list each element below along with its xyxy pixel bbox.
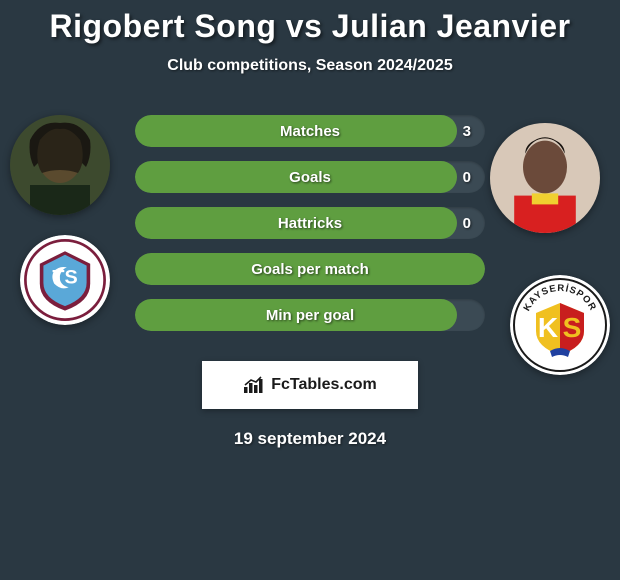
stat-value: 0 <box>463 215 471 232</box>
badge-text: FcTables.com <box>271 376 377 394</box>
page-title: Rigobert Song vs Julian Jeanvier <box>0 8 620 45</box>
date-text: 19 september 2024 <box>0 429 620 449</box>
svg-text:S: S <box>563 312 582 343</box>
svg-text:TS: TS <box>52 267 77 289</box>
club-right-logo: KAYSERİSPOR K S <box>510 275 610 375</box>
main-content: TS KAYSERİSPOR K S Matches 3 <box>0 115 620 449</box>
stat-value: 0 <box>463 169 471 186</box>
player-left-avatar <box>10 115 110 215</box>
stat-label: Goals <box>135 169 485 186</box>
player-right-avatar <box>490 123 600 233</box>
subtitle: Club competitions, Season 2024/2025 <box>0 57 620 75</box>
stat-label: Matches <box>135 123 485 140</box>
stats-list: Matches 3 Goals 0 Hattricks 0 Goals per … <box>135 115 485 331</box>
stat-label: Hattricks <box>135 215 485 232</box>
kayserispor-logo-icon: KAYSERİSPOR K S <box>510 275 610 375</box>
stat-row-matches: Matches 3 <box>135 115 485 147</box>
stat-value: 3 <box>463 123 471 140</box>
trabzonspor-logo-icon: TS <box>20 235 110 325</box>
root: Rigobert Song vs Julian Jeanvier Club co… <box>0 0 620 449</box>
stat-row-hattricks: Hattricks 0 <box>135 207 485 239</box>
player-right-photo <box>490 123 600 233</box>
stat-row-min-per-goal: Min per goal <box>135 299 485 331</box>
bar-chart-icon <box>243 376 265 394</box>
stat-row-goals-per-match: Goals per match <box>135 253 485 285</box>
source-badge[interactable]: FcTables.com <box>202 361 418 409</box>
player-left-photo <box>10 115 110 215</box>
stat-label: Min per goal <box>135 307 485 324</box>
stat-label: Goals per match <box>135 261 485 278</box>
svg-text:K: K <box>538 312 558 343</box>
stat-row-goals: Goals 0 <box>135 161 485 193</box>
club-left-logo: TS <box>20 235 110 325</box>
